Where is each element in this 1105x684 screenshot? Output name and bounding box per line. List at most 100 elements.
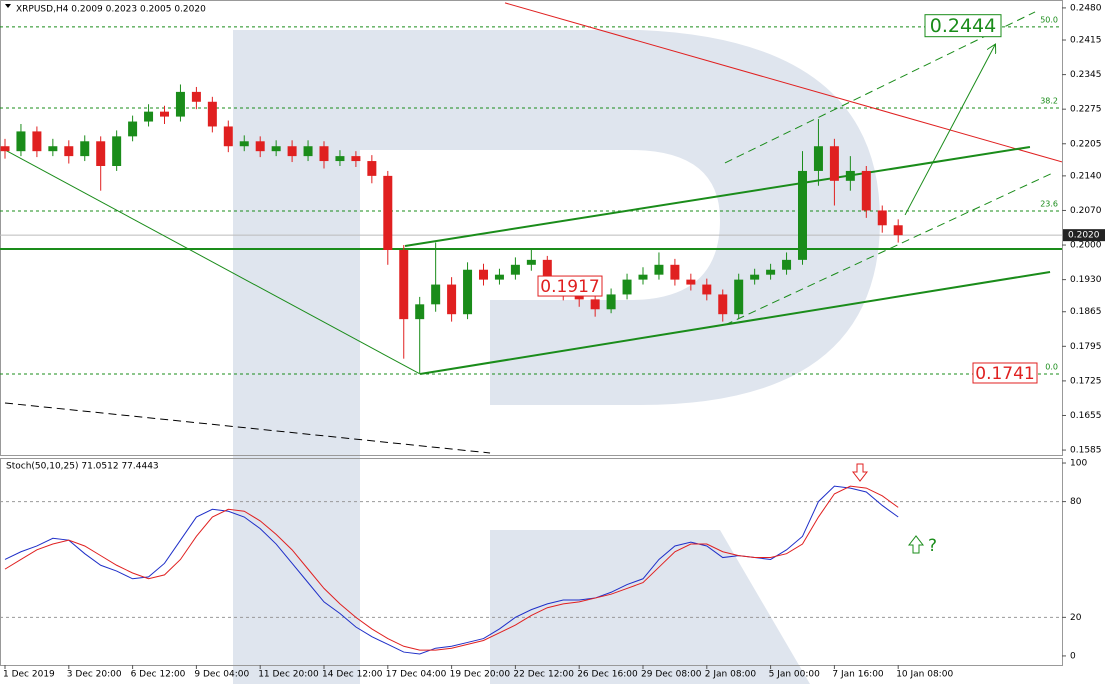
up-arrow xyxy=(907,535,925,554)
x-tick-label: 7 Jan 16:00 xyxy=(832,670,884,680)
candle-body xyxy=(526,259,536,265)
y-tick-label: 80 xyxy=(1070,497,1082,507)
candle-body xyxy=(335,156,345,162)
price-box xyxy=(972,362,1038,384)
y-tick-label: 100 xyxy=(1070,459,1087,469)
candle-body xyxy=(271,146,281,152)
x-tick-label: 29 Dec 08:00 xyxy=(641,670,702,680)
candle-body xyxy=(734,279,744,315)
candle-body xyxy=(223,126,233,147)
price-box xyxy=(537,275,603,297)
chart-title: XRPUSD,H4 0.2009 0.2023 0.2005 0.2020 xyxy=(16,5,206,15)
candle-body xyxy=(798,170,807,260)
trend-line xyxy=(504,2,1062,163)
candle-body xyxy=(431,284,441,305)
trend-line xyxy=(404,145,1031,247)
y-tick-label: 0.2140 xyxy=(1070,171,1102,181)
candle-body xyxy=(654,264,664,275)
trend-line xyxy=(904,45,995,216)
price-box-label: 0.2444 xyxy=(930,15,996,37)
candle-body xyxy=(463,269,473,315)
candle-body xyxy=(542,259,552,285)
candle-body xyxy=(160,111,169,117)
candle-body xyxy=(670,264,680,280)
y-tick-label: 0.2345 xyxy=(1070,70,1102,80)
candle-body xyxy=(829,146,839,181)
x-tick-label: 26 Dec 16:00 xyxy=(577,670,638,680)
down-arrow xyxy=(851,463,869,482)
y-tick-label: 0.1655 xyxy=(1070,411,1102,421)
y-tick-label: 20 xyxy=(1070,613,1082,623)
stoch-title: Stoch(50,10,25) 71.0512 77.4443 xyxy=(6,462,159,472)
x-tick-label: 6 Dec 12:00 xyxy=(131,670,186,680)
price-box-label: 0.1917 xyxy=(540,277,599,297)
candle-body xyxy=(686,279,696,285)
candle-body xyxy=(48,146,58,152)
candle-body xyxy=(399,249,409,320)
x-tick-label: 17 Dec 04:00 xyxy=(386,670,447,680)
candle-body xyxy=(303,146,313,157)
x-tick-label: 22 Dec 12:00 xyxy=(513,670,574,680)
candle-body xyxy=(207,101,217,127)
candle-body xyxy=(255,141,265,152)
y-tick-label: 0.1865 xyxy=(1070,307,1102,317)
watermark xyxy=(233,30,880,684)
candle-body xyxy=(638,274,648,280)
candle-body xyxy=(64,146,74,157)
candle-body xyxy=(319,146,329,162)
x-tick-label: 19 Dec 20:00 xyxy=(450,670,511,680)
y-tick-label: 0.2000 xyxy=(1070,241,1102,251)
candle-body xyxy=(80,141,90,157)
candle-body xyxy=(574,294,584,300)
candle-body xyxy=(175,91,185,117)
candle-body xyxy=(718,294,728,315)
x-tick-label: 14 Dec 12:00 xyxy=(322,670,383,680)
price-box-label: 0.1741 xyxy=(975,364,1034,384)
y-tick-label: 0.2070 xyxy=(1070,206,1102,216)
fib-label: 0.0 xyxy=(1045,362,1058,371)
candle-body xyxy=(96,141,106,166)
y-tick-label: 0.1795 xyxy=(1070,342,1102,352)
candle-body xyxy=(239,141,249,147)
y-tick-label: 0.2415 xyxy=(1070,36,1102,46)
candle-body xyxy=(144,111,154,122)
candle-body xyxy=(750,274,760,280)
current-price-label: 0.2020 xyxy=(1068,231,1100,241)
candle-body xyxy=(877,210,887,226)
candle-body xyxy=(367,161,377,176)
candle-body xyxy=(606,294,616,310)
candle-body xyxy=(415,304,425,320)
menu-triangle xyxy=(5,4,11,8)
candle-body xyxy=(351,156,361,162)
trend-line xyxy=(724,171,1056,326)
x-tick-label: 2 Jan 08:00 xyxy=(705,670,757,680)
candle-body xyxy=(447,284,457,315)
price-box xyxy=(924,14,1002,38)
candle-body xyxy=(112,136,122,166)
candle-body xyxy=(191,91,201,102)
y-tick-label: 0.2205 xyxy=(1070,139,1102,149)
fib-label: 50.0 xyxy=(1040,15,1058,24)
candle-body xyxy=(845,170,855,181)
candle-body xyxy=(622,279,632,295)
plot-area: 50.0 38.2 23.6 0.0 xyxy=(0,2,1062,454)
candle-body xyxy=(510,264,520,275)
candle-body xyxy=(16,131,26,152)
candle-body xyxy=(590,299,600,310)
x-tick-label: 5 Jan 00:00 xyxy=(769,670,821,680)
question-mark: ? xyxy=(928,536,937,556)
candle-body xyxy=(861,170,871,211)
candle-body xyxy=(782,259,792,270)
y-tick-label: 0.1585 xyxy=(1070,446,1102,456)
x-tick-label: 3 Dec 20:00 xyxy=(67,670,122,680)
fib-label: 23.6 xyxy=(1040,199,1058,208)
candle-body xyxy=(128,121,138,137)
stoch-line xyxy=(4,485,899,651)
y-tick-label: 0.2480 xyxy=(1070,3,1102,13)
fib-label: 38.2 xyxy=(1040,96,1058,105)
y-tick-label: 0.1725 xyxy=(1070,376,1102,386)
candle-body xyxy=(766,269,776,275)
trend-line xyxy=(4,149,421,375)
